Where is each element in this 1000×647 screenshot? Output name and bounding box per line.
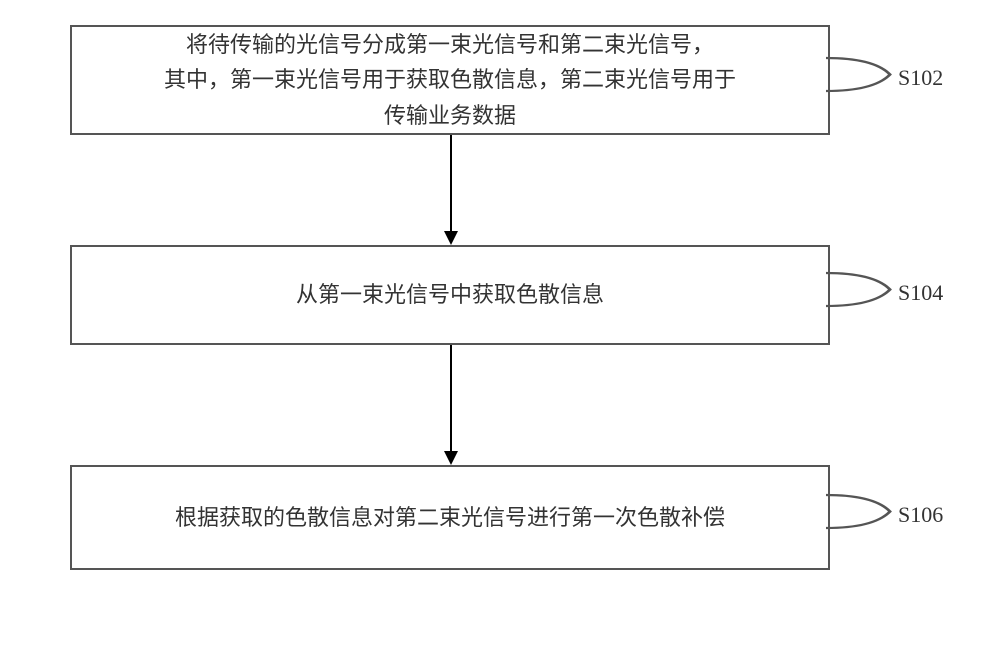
step-s102-text: 将待传输的光信号分成第一束光信号和第二束光信号， 其中，第一束光信号用于获取色散… (164, 27, 736, 133)
step-s104: 从第一束光信号中获取色散信息 (70, 245, 830, 345)
step-s106-label: S106 (898, 502, 943, 528)
arrow-1-line (450, 135, 452, 231)
arrow-2-head (444, 451, 458, 465)
flowchart-canvas: 将待传输的光信号分成第一束光信号和第二束光信号， 其中，第一束光信号用于获取色散… (0, 0, 1000, 647)
step-s104-label: S104 (898, 280, 943, 306)
step-s102-label: S102 (898, 65, 943, 91)
arrow-2-line (450, 345, 452, 451)
step-s106: 根据获取的色散信息对第二束光信号进行第一次色散补偿 (70, 465, 830, 570)
step-s106-text: 根据获取的色散信息对第二束光信号进行第一次色散补偿 (175, 500, 725, 535)
arrow-1-head (444, 231, 458, 245)
step-s104-text: 从第一束光信号中获取色散信息 (296, 277, 604, 312)
step-s102: 将待传输的光信号分成第一束光信号和第二束光信号， 其中，第一束光信号用于获取色散… (70, 25, 830, 135)
